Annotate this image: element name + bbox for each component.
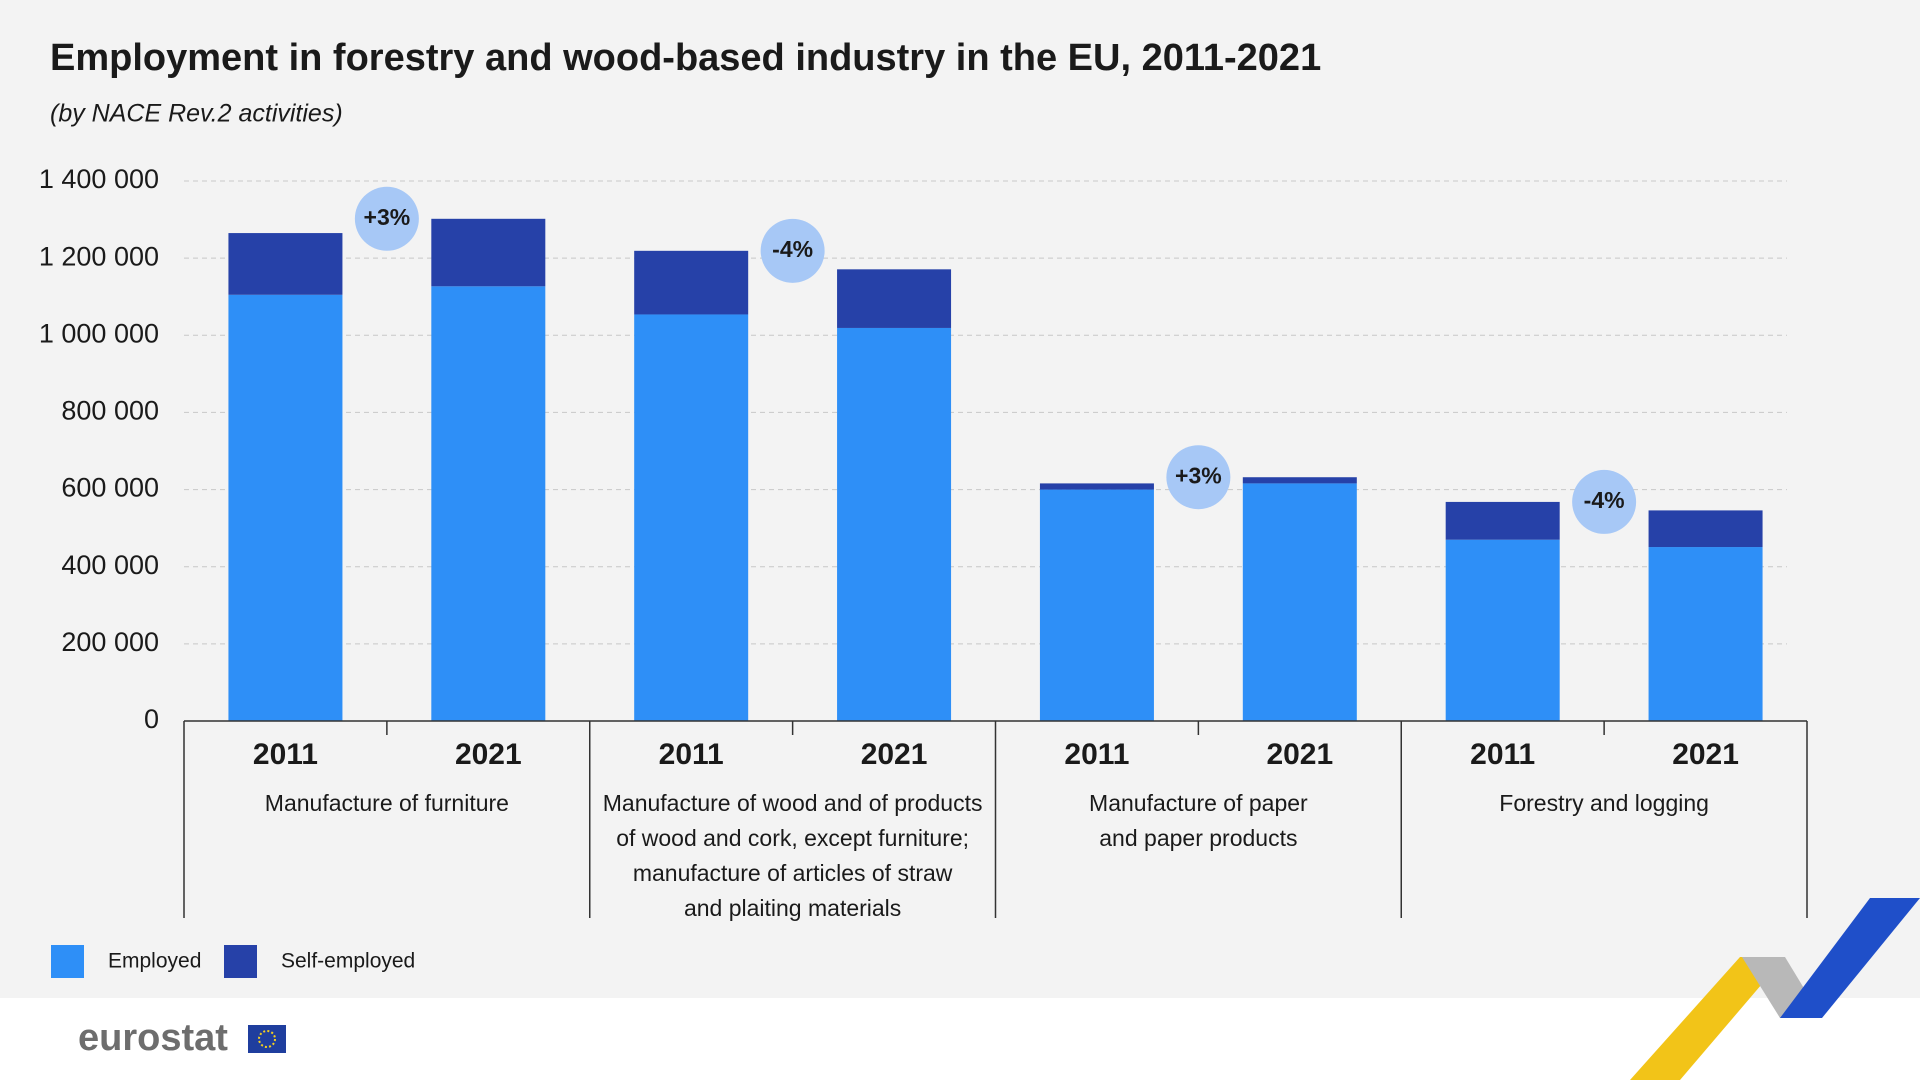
group-label: of wood and cork, except furniture; [616, 825, 969, 851]
group-label: manufacture of articles of straw [633, 860, 953, 886]
change-label: +3% [1175, 462, 1222, 488]
bar-segment [431, 218, 546, 287]
bar-segment [634, 314, 749, 721]
chart-subtitle: (by NACE Rev.2 activities) [50, 100, 343, 128]
change-bubble [354, 186, 419, 251]
deco-blue [1780, 898, 1920, 1018]
bar-segment [634, 250, 749, 315]
brand: eurostat [78, 1017, 228, 1059]
group-label: Manufacture of wood and of products [603, 790, 983, 816]
change-label: -4% [772, 236, 813, 262]
bar-segment [1445, 501, 1560, 540]
x-tick-label: 2011 [1064, 738, 1129, 771]
eu-flag [248, 1025, 286, 1053]
bar-segment [228, 294, 343, 721]
change-bubble [1572, 469, 1637, 534]
x-tick-label: 2011 [1470, 738, 1535, 771]
bar-segment [228, 233, 343, 295]
group-label: and plaiting materials [684, 895, 901, 921]
legend-swatch [51, 945, 84, 978]
y-tick-label: 1 400 000 [39, 164, 159, 194]
y-tick-label: 400 000 [61, 550, 159, 580]
x-tick-label: 2011 [659, 738, 724, 771]
change-bubble [1166, 445, 1231, 510]
footer-background [0, 998, 1920, 1080]
y-tick-label: 1 000 000 [39, 318, 159, 348]
bar-segment [1648, 547, 1763, 721]
change-bubble [760, 218, 825, 283]
y-tick-label: 200 000 [61, 627, 159, 657]
group-label: Forestry and logging [1499, 790, 1709, 816]
legend-label: Self-employed [281, 950, 415, 973]
legend-swatch [224, 945, 257, 978]
group-label: Manufacture of paper [1089, 790, 1308, 816]
group-label: and paper products [1099, 825, 1297, 851]
x-tick-label: 2011 [253, 738, 318, 771]
deco-yellow [1630, 957, 1785, 1080]
flag [248, 1025, 286, 1053]
x-tick-label: 2021 [1672, 738, 1739, 771]
bar-segment [431, 286, 546, 721]
x-tick-label: 2021 [861, 738, 928, 771]
bar-segment [1648, 510, 1763, 548]
y-tick-label: 0 [144, 704, 159, 734]
group-label: Manufacture of furniture [265, 790, 509, 816]
bar-segment [837, 269, 952, 328]
change-label: -4% [1584, 487, 1625, 513]
bar-segment [837, 327, 952, 721]
bar-segment [1242, 477, 1357, 484]
change-label: +3% [364, 204, 411, 230]
y-tick-label: 800 000 [61, 396, 159, 426]
flag-stars [258, 1030, 276, 1048]
x-tick-label: 2021 [1266, 738, 1333, 771]
corner-decoration [1630, 898, 1920, 1080]
bar-segment [1445, 539, 1560, 721]
bar-segment [1039, 483, 1154, 490]
bar-segment [1242, 483, 1357, 721]
x-tick-label: 2021 [455, 738, 522, 771]
chart-title: Employment in forestry and wood-based in… [50, 37, 1321, 79]
y-tick-label: 1 200 000 [39, 241, 159, 271]
bar-segment [1039, 489, 1154, 721]
y-tick-label: 600 000 [61, 473, 159, 503]
legend-label: Employed [108, 950, 201, 973]
